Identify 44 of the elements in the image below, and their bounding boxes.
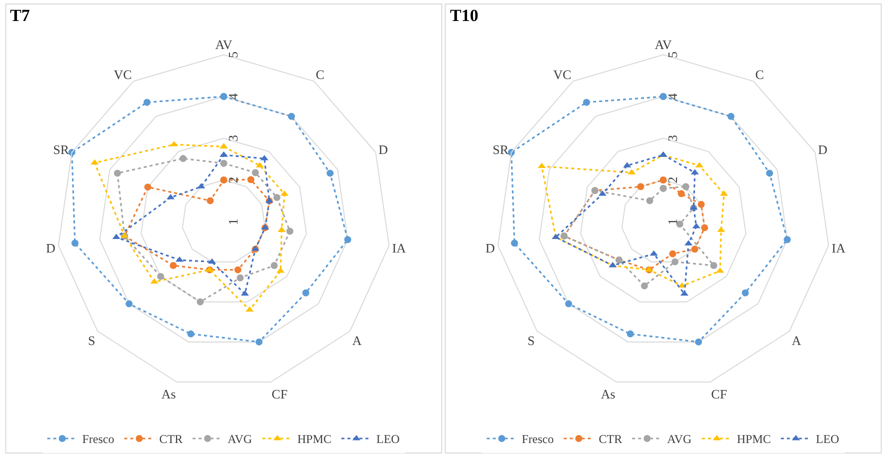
spoke-label: SR: [492, 142, 509, 158]
spoke-label: C: [755, 66, 764, 82]
spoke-label: S: [527, 333, 535, 348]
y-tick-label: 3: [664, 135, 680, 142]
legend-label: HPMC: [297, 432, 332, 446]
spoke-label: CF: [272, 386, 288, 402]
spoke-label: AV: [654, 37, 672, 52]
y-tick-label: 3: [225, 135, 240, 142]
y-tick-label: 2: [225, 176, 240, 184]
spoke-label: A: [352, 333, 362, 348]
spoke-label: As: [600, 386, 616, 402]
spoke-label: D: [818, 142, 828, 158]
y-tick-label: 4: [664, 92, 680, 100]
spoke-label: SR: [53, 142, 70, 158]
y-tick-label: 5: [664, 52, 680, 58]
spoke-label: IA: [392, 240, 406, 256]
spoke-label: C: [316, 66, 324, 82]
legend-label: CTR: [159, 432, 183, 446]
spoke-label: D: [485, 240, 495, 256]
spoke-label: D: [378, 142, 388, 158]
chart-title: T7: [10, 6, 30, 25]
spoke-label: CF: [711, 386, 728, 402]
spoke-label: As: [161, 386, 176, 402]
legend-label: CTR: [598, 432, 622, 446]
y-tick-label: 4: [225, 92, 240, 100]
y-tick-label: 1: [225, 218, 240, 226]
spoke-label: VC: [114, 66, 132, 82]
legend-label: AVG: [667, 432, 692, 446]
spoke-label: VC: [553, 66, 572, 82]
legend-label: HPMC: [736, 432, 771, 446]
legend-label: LEO: [376, 432, 400, 446]
legend-label: LEO: [816, 432, 840, 446]
legend-label: Fresco: [82, 432, 114, 446]
spoke-label: D: [46, 240, 56, 256]
y-tick-label: 5: [225, 52, 240, 58]
spoke-label: AV: [215, 37, 233, 52]
chart-title: T10: [450, 6, 478, 25]
spoke-label: S: [88, 333, 96, 348]
legend-label: Fresco: [522, 432, 554, 446]
y-tick-label: 1: [664, 218, 680, 226]
legend-label: AVG: [228, 432, 252, 446]
spoke-label: IA: [832, 240, 846, 256]
y-tick-label: 2: [664, 176, 680, 184]
spoke-label: A: [792, 333, 802, 348]
